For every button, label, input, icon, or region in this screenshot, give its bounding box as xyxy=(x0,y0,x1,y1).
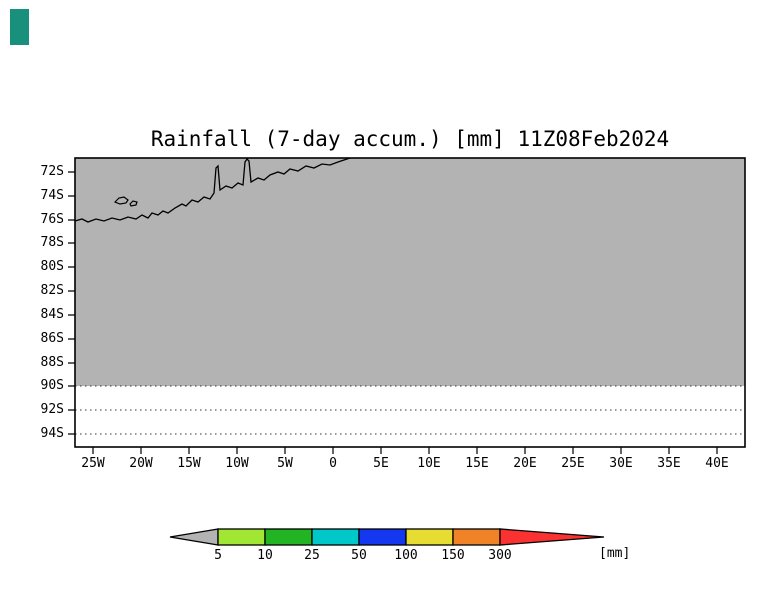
x-axis-label: 0 xyxy=(329,456,337,471)
x-axis-label: 30E xyxy=(609,456,633,471)
y-axis-label: 88S xyxy=(40,355,64,370)
y-axis-label: 76S xyxy=(40,212,64,227)
colorbar-segment xyxy=(452,528,501,546)
x-axis-label: 25E xyxy=(561,456,585,471)
plot-title: Rainfall (7-day accum.) [mm] 11Z08Feb202… xyxy=(150,127,670,151)
y-axis-label: 82S xyxy=(40,283,64,298)
colorbar-segment xyxy=(264,528,313,546)
y-axis-label: 80S xyxy=(40,259,64,274)
colorbar-label: 25 xyxy=(304,548,320,563)
colorbar-unit-label: [mm] xyxy=(599,546,631,561)
x-axis-label: 5W xyxy=(277,456,293,471)
coastline xyxy=(74,157,351,223)
x-axis-ticks xyxy=(92,447,718,454)
y-axis-label: 86S xyxy=(40,331,64,346)
y-axis-ticks xyxy=(68,171,75,435)
x-axis-label: 35E xyxy=(657,456,681,471)
colorbar-label: 150 xyxy=(441,548,465,563)
corner-marker xyxy=(10,9,29,45)
colorbar-label: 5 xyxy=(214,548,222,563)
y-axis-label: 94S xyxy=(40,426,64,441)
x-axis-label: 15E xyxy=(465,456,489,471)
colorbar-label: 300 xyxy=(488,548,512,563)
colorbar-arrow-left xyxy=(169,528,219,546)
y-axis-label: 84S xyxy=(40,307,64,322)
colorbar-segment xyxy=(217,528,266,546)
colorbar-label: 100 xyxy=(394,548,418,563)
x-axis-label: 25W xyxy=(81,456,105,471)
y-axis-label: 78S xyxy=(40,235,64,250)
colorbar xyxy=(169,528,605,546)
colorbar-segment xyxy=(311,528,360,546)
island-outlines xyxy=(113,196,138,207)
x-axis-label: 10W xyxy=(225,456,249,471)
x-axis-label: 15W xyxy=(177,456,201,471)
x-axis-label: 40E xyxy=(705,456,729,471)
y-axis-label: 92S xyxy=(40,402,64,417)
y-axis-label: 74S xyxy=(40,188,64,203)
colorbar-arrow-right xyxy=(499,528,605,546)
y-axis-label: 90S xyxy=(40,378,64,393)
colorbar-label: 10 xyxy=(257,548,273,563)
colorbar-segment xyxy=(405,528,454,546)
x-axis-label: 20E xyxy=(513,456,537,471)
colorbar-segment xyxy=(358,528,407,546)
x-axis-label: 20W xyxy=(129,456,153,471)
gridlines xyxy=(75,385,745,435)
plot-frame xyxy=(74,157,746,448)
y-axis-label: 72S xyxy=(40,164,64,179)
x-axis-label: 10E xyxy=(417,456,441,471)
colorbar-label: 50 xyxy=(351,548,367,563)
x-axis-label: 5E xyxy=(373,456,389,471)
map-field xyxy=(75,158,745,386)
